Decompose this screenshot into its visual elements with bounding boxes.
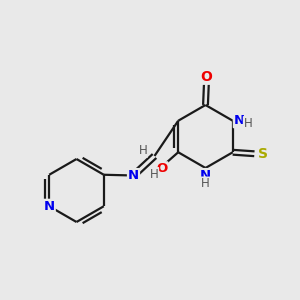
Text: H: H (150, 168, 159, 181)
Text: H: H (243, 117, 252, 130)
Text: N: N (200, 169, 211, 182)
Text: O: O (200, 70, 212, 84)
Text: N: N (234, 114, 245, 127)
Text: H: H (201, 177, 210, 190)
Text: N: N (128, 169, 139, 182)
Text: O: O (156, 162, 167, 175)
Text: S: S (258, 147, 268, 161)
Text: H: H (139, 144, 148, 157)
Text: N: N (44, 200, 55, 213)
